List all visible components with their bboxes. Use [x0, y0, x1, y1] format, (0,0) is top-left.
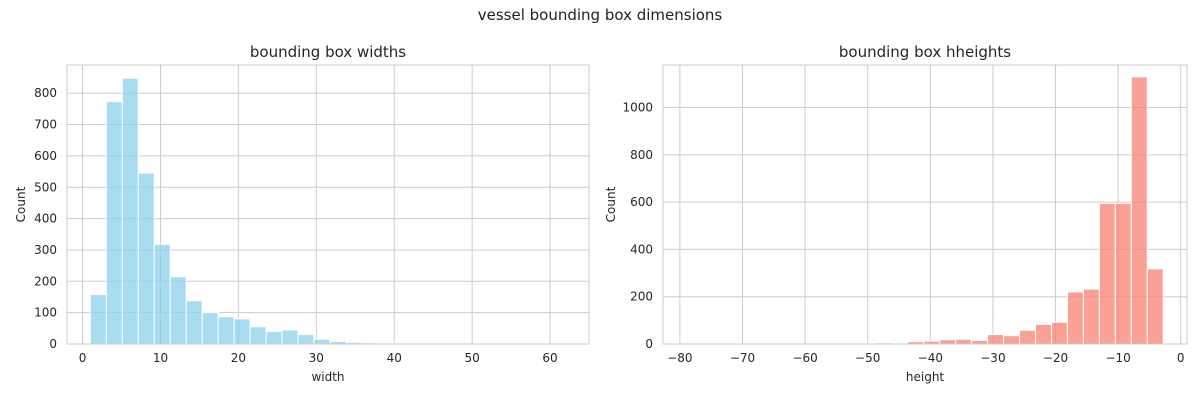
- x-tick-label: 60: [542, 351, 557, 365]
- x-tick-label: 20: [231, 351, 246, 365]
- y-tick-label: 0: [645, 337, 653, 351]
- histogram-bar: [1019, 329, 1036, 345]
- histogram-bar: [217, 316, 235, 345]
- x-tick-label: −60: [792, 351, 817, 365]
- histogram-bar: [169, 276, 187, 345]
- histogram-panel-heights: −80 −70 −60 −50 −40 −30 −20 −10 0 0 200 400 600 800 10…: [604, 43, 1188, 384]
- histogram-bar: [249, 326, 267, 345]
- x-tick-label: 10: [153, 351, 168, 365]
- x-axis-label: height: [906, 370, 945, 384]
- y-tick-label: 200: [34, 274, 57, 288]
- x-tick-label: −80: [667, 351, 692, 365]
- histogram-bar: [1146, 268, 1164, 345]
- x-tick-label: 0: [79, 351, 87, 365]
- x-tick-label: 50: [464, 351, 479, 365]
- y-tick-label: 800: [34, 86, 57, 100]
- histogram-bar: [1066, 291, 1084, 345]
- histogram-bar: [1082, 288, 1100, 345]
- histogram-bar: [1130, 76, 1148, 345]
- histogram-panel-widths: 0 10 20 30 40 50 600100200300400500600700800bo…: [14, 43, 590, 384]
- chart-title: bounding box hheights: [839, 43, 1011, 61]
- y-axis-label: Count: [14, 186, 28, 222]
- histogram-bar: [1098, 202, 1116, 345]
- histogram-bar: [121, 77, 139, 345]
- histogram-bar: [281, 329, 299, 345]
- histogram-bar: [1034, 323, 1052, 345]
- histogram-bar: [137, 172, 155, 345]
- figure-title: vessel bounding box dimensions: [477, 6, 723, 24]
- histogram-bar: [313, 338, 331, 345]
- y-tick-label: 800: [630, 148, 653, 162]
- x-tick-label: −10: [1105, 351, 1130, 365]
- histogram-bar: [201, 312, 219, 345]
- y-tick-label: 700: [34, 118, 57, 132]
- histogram-bar: [265, 330, 283, 345]
- histogram-bar: [939, 339, 957, 345]
- histogram-bar: [297, 334, 315, 345]
- x-tick-label: 30: [309, 351, 324, 365]
- x-tick-label: −20: [1043, 351, 1068, 365]
- y-tick-label: 600: [630, 195, 653, 209]
- y-tick-label: 100: [34, 306, 57, 320]
- histogram-bar: [1050, 321, 1068, 345]
- x-tick-label: −50: [855, 351, 880, 365]
- y-tick-label: 0: [49, 337, 57, 351]
- histogram-bar: [89, 293, 107, 345]
- histogram-bar: [153, 243, 171, 345]
- y-tick-label: 300: [34, 243, 57, 257]
- y-tick-label: 1000: [622, 101, 653, 115]
- histogram-bar: [185, 300, 203, 345]
- x-tick-label: −70: [730, 351, 755, 365]
- x-tick-label: 0: [1177, 351, 1185, 365]
- y-axis-label: Count: [604, 186, 618, 222]
- y-tick-label: 200: [630, 290, 653, 304]
- y-tick-label: 400: [34, 212, 57, 226]
- plot-frame: [662, 64, 1188, 345]
- x-tick-label: −30: [980, 351, 1005, 365]
- x-tick-label: 40: [387, 351, 402, 365]
- y-tick-label: 500: [34, 180, 57, 194]
- y-tick-label: 600: [34, 149, 57, 163]
- histogram-bar: [233, 318, 251, 345]
- y-tick-label: 400: [630, 242, 653, 256]
- plot-frame: [66, 64, 590, 345]
- histogram-bar: [1003, 335, 1021, 345]
- x-tick-label: −40: [918, 351, 943, 365]
- histogram-bar: [955, 338, 973, 345]
- histogram-bar: [1114, 202, 1132, 345]
- histogram-bar: [971, 339, 989, 345]
- chart-title: bounding box widths: [250, 43, 406, 61]
- histogram-bar: [105, 101, 123, 345]
- x-axis-label: width: [311, 370, 344, 384]
- histogram-bar: [987, 334, 1005, 345]
